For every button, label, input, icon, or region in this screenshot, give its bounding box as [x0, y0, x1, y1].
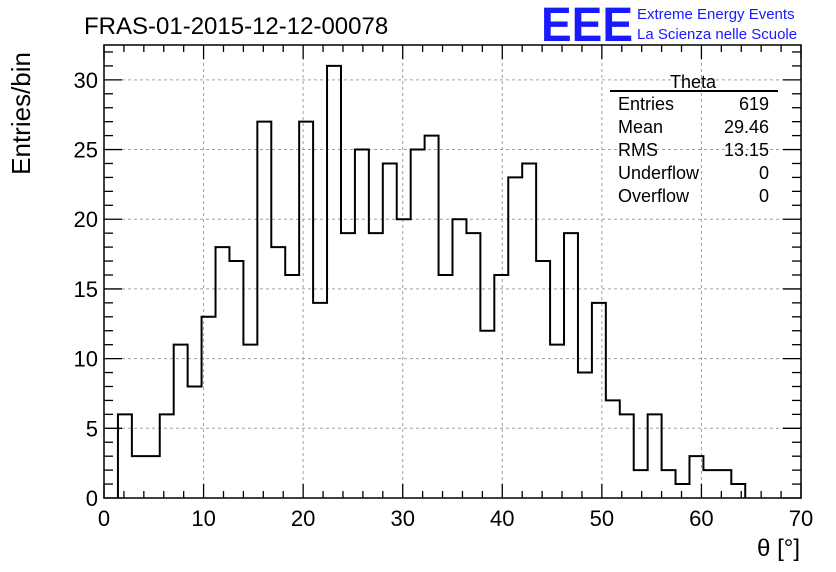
plot-frame [103, 44, 802, 499]
x-tick-label: 70 [789, 506, 813, 531]
stats-row-label: RMS [618, 140, 658, 160]
x-tick-label: 30 [390, 506, 414, 531]
y-axis-label: Entries/bin [6, 52, 36, 175]
stats-box: Theta Entries 619 Mean 29.46 RMS 13.15 Underfl… [610, 72, 778, 206]
x-tick-label: 60 [689, 506, 713, 531]
chart-title: FRAS-01-2015-12-12-00078 [84, 13, 388, 40]
axes: 0 10 20 30 40 50 60 70 0 5 10 15 20 25 30 [74, 44, 813, 531]
histogram-outline [116, 64, 747, 498]
stats-row-value: 29.46 [724, 117, 769, 137]
eee-logo: EEE Extreme Energy Events La Scienza nel… [541, 0, 797, 52]
stats-box-rows: Entries 619 Mean 29.46 RMS 13.15 Underflow 0 Ove… [618, 94, 769, 206]
x-tick-label: 10 [191, 506, 215, 531]
y-tick-label: 15 [74, 277, 98, 302]
stats-row-value: 13.15 [724, 140, 769, 160]
stats-row-label: Entries [618, 94, 674, 114]
eee-logo-mark: EEE [541, 0, 633, 52]
histogram-bars [116, 64, 747, 498]
x-tick-label: 50 [590, 506, 614, 531]
stats-row-label: Overflow [618, 186, 690, 206]
x-tick-label: 0 [98, 506, 110, 531]
y-tick-label: 10 [74, 347, 98, 372]
y-tick-label: 30 [74, 68, 98, 93]
x-tick-label: 20 [291, 506, 315, 531]
x-axis-label: θ [°] [757, 535, 800, 562]
eee-logo-line2: La Scienza nelle Scuole [637, 26, 797, 43]
stats-row-value: 619 [739, 94, 769, 114]
eee-logo-line1: Extreme Energy Events [637, 6, 795, 23]
x-tick-label: 40 [490, 506, 514, 531]
y-tick-label: 5 [86, 416, 98, 441]
stats-row-label: Underflow [618, 163, 700, 183]
y-tick-label: 20 [74, 207, 98, 232]
stats-row-value: 0 [759, 163, 769, 183]
stats-row-label: Mean [618, 117, 663, 137]
y-tick-label: 0 [86, 486, 98, 511]
stats-box-title: Theta [670, 72, 717, 92]
stats-row-value: 0 [759, 186, 769, 206]
y-tick-label: 25 [74, 138, 98, 163]
